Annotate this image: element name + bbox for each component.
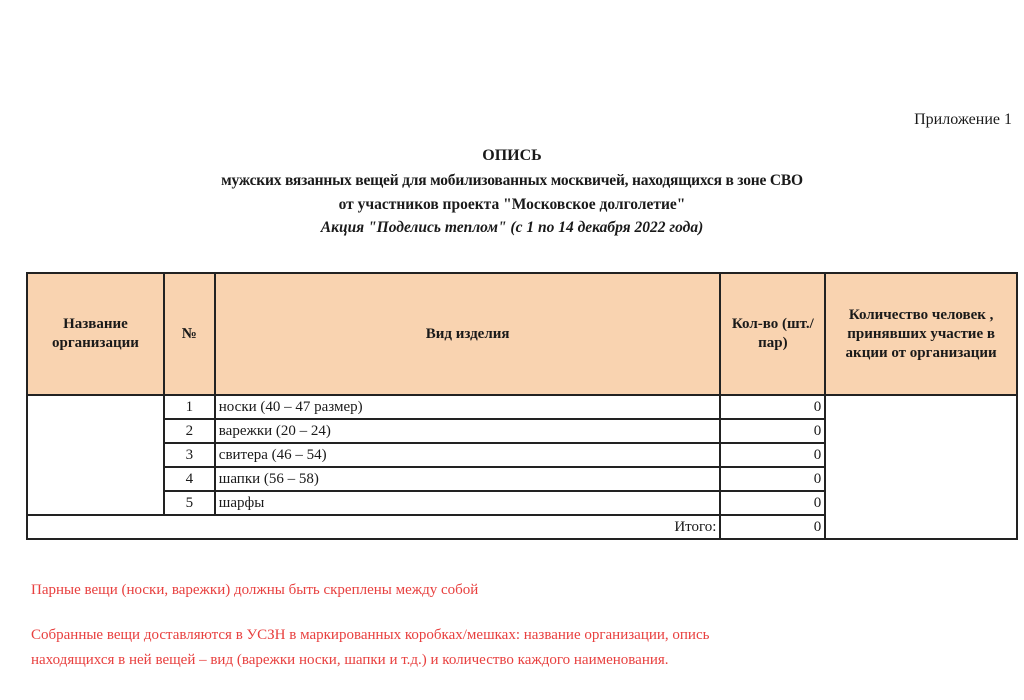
header-qty: Кол-во (шт./пар) bbox=[719, 272, 827, 396]
document-subtitle: мужских вязанных вещей для мобилизованны… bbox=[221, 172, 803, 189]
row-item: свитера (46 – 54) bbox=[213, 442, 722, 468]
row-num: 2 bbox=[162, 418, 216, 444]
header-org: Название организации bbox=[26, 272, 165, 396]
document-subtitle-project: от участников проекта "Московское долгол… bbox=[338, 196, 686, 213]
row-qty[interactable]: 0 bbox=[719, 394, 827, 420]
row-qty[interactable]: 0 bbox=[719, 466, 827, 492]
appendix-label: Приложение 1 bbox=[914, 111, 1012, 128]
header-num: № bbox=[162, 272, 216, 396]
document-title: ОПИСЬ bbox=[482, 147, 542, 164]
row-item: носки (40 – 47 размер) bbox=[213, 394, 722, 420]
people-count-cell[interactable] bbox=[824, 394, 1018, 540]
row-item: шапки (56 – 58) bbox=[213, 466, 722, 492]
row-num: 3 bbox=[162, 442, 216, 468]
note-paired-items: Парные вещи (носки, варежки) должны быть… bbox=[31, 582, 479, 598]
table-row: 3 свитера (46 – 54) 0 bbox=[27, 442, 1017, 468]
row-num: 5 bbox=[162, 490, 216, 516]
header-people: Количество человек , принявших участие в… bbox=[824, 272, 1018, 396]
row-qty[interactable]: 0 bbox=[719, 418, 827, 444]
row-item: варежки (20 – 24) bbox=[213, 418, 722, 444]
total-label: Итого: bbox=[25, 514, 722, 540]
table-row: 2 варежки (20 – 24) 0 bbox=[27, 418, 1017, 444]
org-name-cell[interactable] bbox=[26, 394, 165, 516]
table-header-row: Название организации № Вид изделия Кол-в… bbox=[26, 272, 1018, 396]
table-row: 5 шарфы 0 bbox=[27, 490, 1017, 516]
row-qty[interactable]: 0 bbox=[719, 490, 827, 516]
row-qty[interactable]: 0 bbox=[719, 442, 827, 468]
row-num: 4 bbox=[162, 466, 216, 492]
row-item: шарфы bbox=[213, 490, 722, 516]
table-row: 1 носки (40 – 47 размер) 0 bbox=[26, 394, 1018, 540]
total-value: 0 bbox=[719, 514, 827, 540]
header-item: Вид изделия bbox=[213, 272, 722, 396]
table-row: 4 шапки (56 – 58) 0 bbox=[27, 466, 1017, 492]
inventory-table: Название организации № Вид изделия Кол-в… bbox=[25, 272, 1018, 540]
row-num: 1 bbox=[162, 394, 216, 420]
note-delivery-line-2: находящихся в ней вещей – вид (варежки н… bbox=[31, 652, 669, 668]
note-delivery-line-1: Собранные вещи доставляются в УСЗН в мар… bbox=[31, 627, 710, 643]
total-row: Итого: 0 bbox=[25, 514, 1017, 540]
document-subtitle-campaign: Акция "Поделись теплом" (с 1 по 14 декаб… bbox=[320, 219, 704, 236]
